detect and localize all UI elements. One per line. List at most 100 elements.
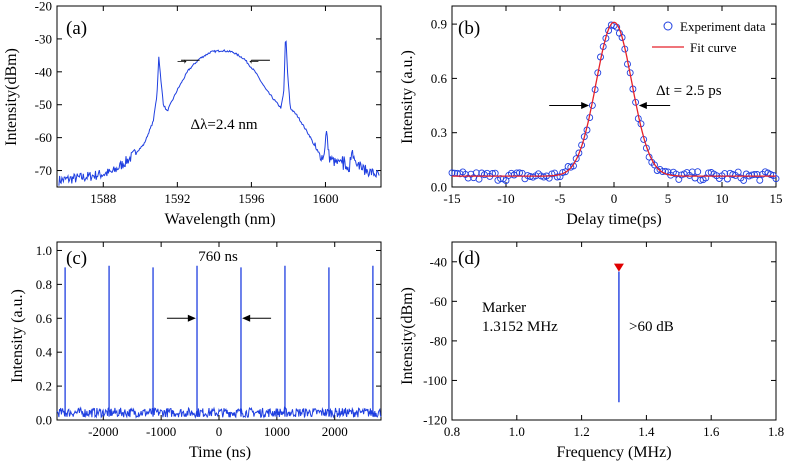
x-tick-label: 1600 [312,191,338,206]
x-tick-label: 2000 [322,424,348,439]
y-tick-label: -70 [35,163,52,178]
period-arrow-right-head [242,314,251,322]
y-tick-label: -40 [35,64,52,79]
fwhm-arrow-right-head [638,102,647,110]
panel-d-annotation-freq: 1.3152 MHz [482,319,558,335]
y-tick-label: 0.6 [36,311,53,326]
panel-a-frame [56,5,382,188]
panel-a-label: (a) [66,18,87,39]
x-tick-label: 0 [216,424,223,439]
x-tick-label: 10 [716,191,729,206]
panel-a-annotation-dl: Δλ=2.4 nm [190,117,257,133]
y-tick-label: 0.6 [431,71,448,86]
panel-c-frame [56,241,382,421]
period-arrow-left-head [187,314,196,322]
experiment-point [475,175,483,183]
fit-curve-line [452,21,776,177]
panel-b-annotation-dt: Δt = 2.5 ps [656,83,722,99]
spectrum-line [58,40,380,186]
panel-b-marks [448,21,780,184]
experiment-point [575,149,583,157]
legend-label-fit: Fit curve [690,40,737,55]
experiment-point [753,171,761,178]
experiment-point [734,168,742,176]
panel-a-arrow-left: → [175,52,190,68]
panel-d-annotation-marker: Marker [482,300,526,316]
experiment-point [672,170,680,178]
panel-c-xlabel: Time (ns) [189,444,251,461]
panel-c-annotation-period: 760 ns [198,249,238,265]
panel-a-arrow-right: ← [247,52,262,68]
panel-b-xlabel: Delay time(ps) [566,211,662,228]
panel-c-ylabel: Intensity (a.u.) [9,289,26,383]
panel-d-ylabel: Intensity(dBm) [399,287,416,385]
panel-b-legend: Experiment data Fit curve [652,19,766,55]
panel-d-label: (d) [458,248,480,269]
experiment-point [572,155,580,163]
panel-c-marks [56,265,382,419]
experiment-point [605,27,613,34]
marker-triangle [613,263,624,272]
experiment-point [561,168,569,176]
y-tick-label: -50 [35,97,52,112]
x-tick-label: 0 [611,191,618,206]
panel-d: 0.8 1.0 1.2 1.4 1.6 1.8-120-100-80-60-40 (d) … [399,242,784,461]
x-tick-label: 1.6 [703,424,720,439]
y-tick-label: -60 [430,294,447,309]
experiment-point [756,176,764,184]
panel-d-marks [614,264,624,403]
fwhm-arrow-left-head [581,102,590,110]
panel-a-xlabel: Wavelength (nm) [164,211,275,228]
y-tick-label: -40 [430,254,447,269]
y-tick-label: -100 [423,373,447,388]
y-tick-label: 0.0 [36,413,52,428]
y-tick-label: -20 [35,0,52,14]
experiment-point [675,175,683,183]
panel-a-ylabel: Intensity(dBm) [3,48,20,146]
y-tick-label: -80 [430,333,447,348]
y-tick-label: 1.0 [36,243,52,258]
experiment-point [740,176,748,184]
panel-a: 1588 1592 1596 1600 -70 -60 -50 -40 -30 -20 (a) W… [3,0,382,228]
panel-d-annotation-snr: >60 dB [629,319,674,335]
experiment-point [748,171,756,179]
x-tick-label: 1.2 [573,424,589,439]
experiment-point [618,34,626,41]
x-tick-label: 1596 [238,191,265,206]
y-tick-label: 0.0 [431,180,447,195]
y-tick-label: 0.4 [36,345,53,360]
panel-b-label: (b) [458,18,480,39]
legend-label-experiment: Experiment data [680,19,766,34]
y-tick-label: 0.3 [431,125,447,140]
panel-d-ticks: 0.8 1.0 1.2 1.4 1.6 1.8 -120 -100 -80 -60 -40 [423,242,784,439]
panel-b-ylabel: Intensity (a.u.) [399,50,416,144]
y-tick-label: 0.2 [36,379,52,394]
panel-c: -2000 -1000 0 1000 2000 0.0 0.2 0.4 0.6 0.8 1.0 (c… [9,241,382,461]
panel-d-frame [451,241,777,421]
experiment-point [570,162,577,170]
x-tick-label: -10 [497,191,514,206]
panel-b: -15 -10 -5 0 5 10 15 0.0 0.3 0.6 0.9 (b) Delay tim… [399,5,783,228]
x-tick-label: 0.8 [444,424,460,439]
panel-c-ticks: -2000 -1000 0 1000 2000 0.0 0.2 0.4 0.6 0.8 1.0 [36,242,381,439]
y-tick-label: 0.8 [36,277,52,292]
x-tick-label: -1000 [146,424,176,439]
x-tick-label: 1592 [164,191,190,206]
x-tick-label: -5 [555,191,566,206]
experiment-point [694,168,702,176]
x-tick-label: 15 [770,191,783,206]
x-tick-label: 1.0 [509,424,525,439]
y-tick-label: -60 [35,130,52,145]
experiment-point [553,173,561,181]
x-tick-label: 1.4 [638,424,655,439]
x-tick-label: 1.8 [768,424,784,439]
panel-a-marks [58,40,380,186]
experiment-point [659,168,667,176]
x-tick-label: -15 [443,191,460,206]
panel-b-ticks: -15 -10 -5 0 5 10 15 0.0 0.3 0.6 0.9 [431,6,783,206]
experiment-point [548,170,556,178]
experiment-point [688,168,696,176]
y-tick-label: -120 [423,413,447,428]
panel-c-label: (c) [66,248,87,269]
